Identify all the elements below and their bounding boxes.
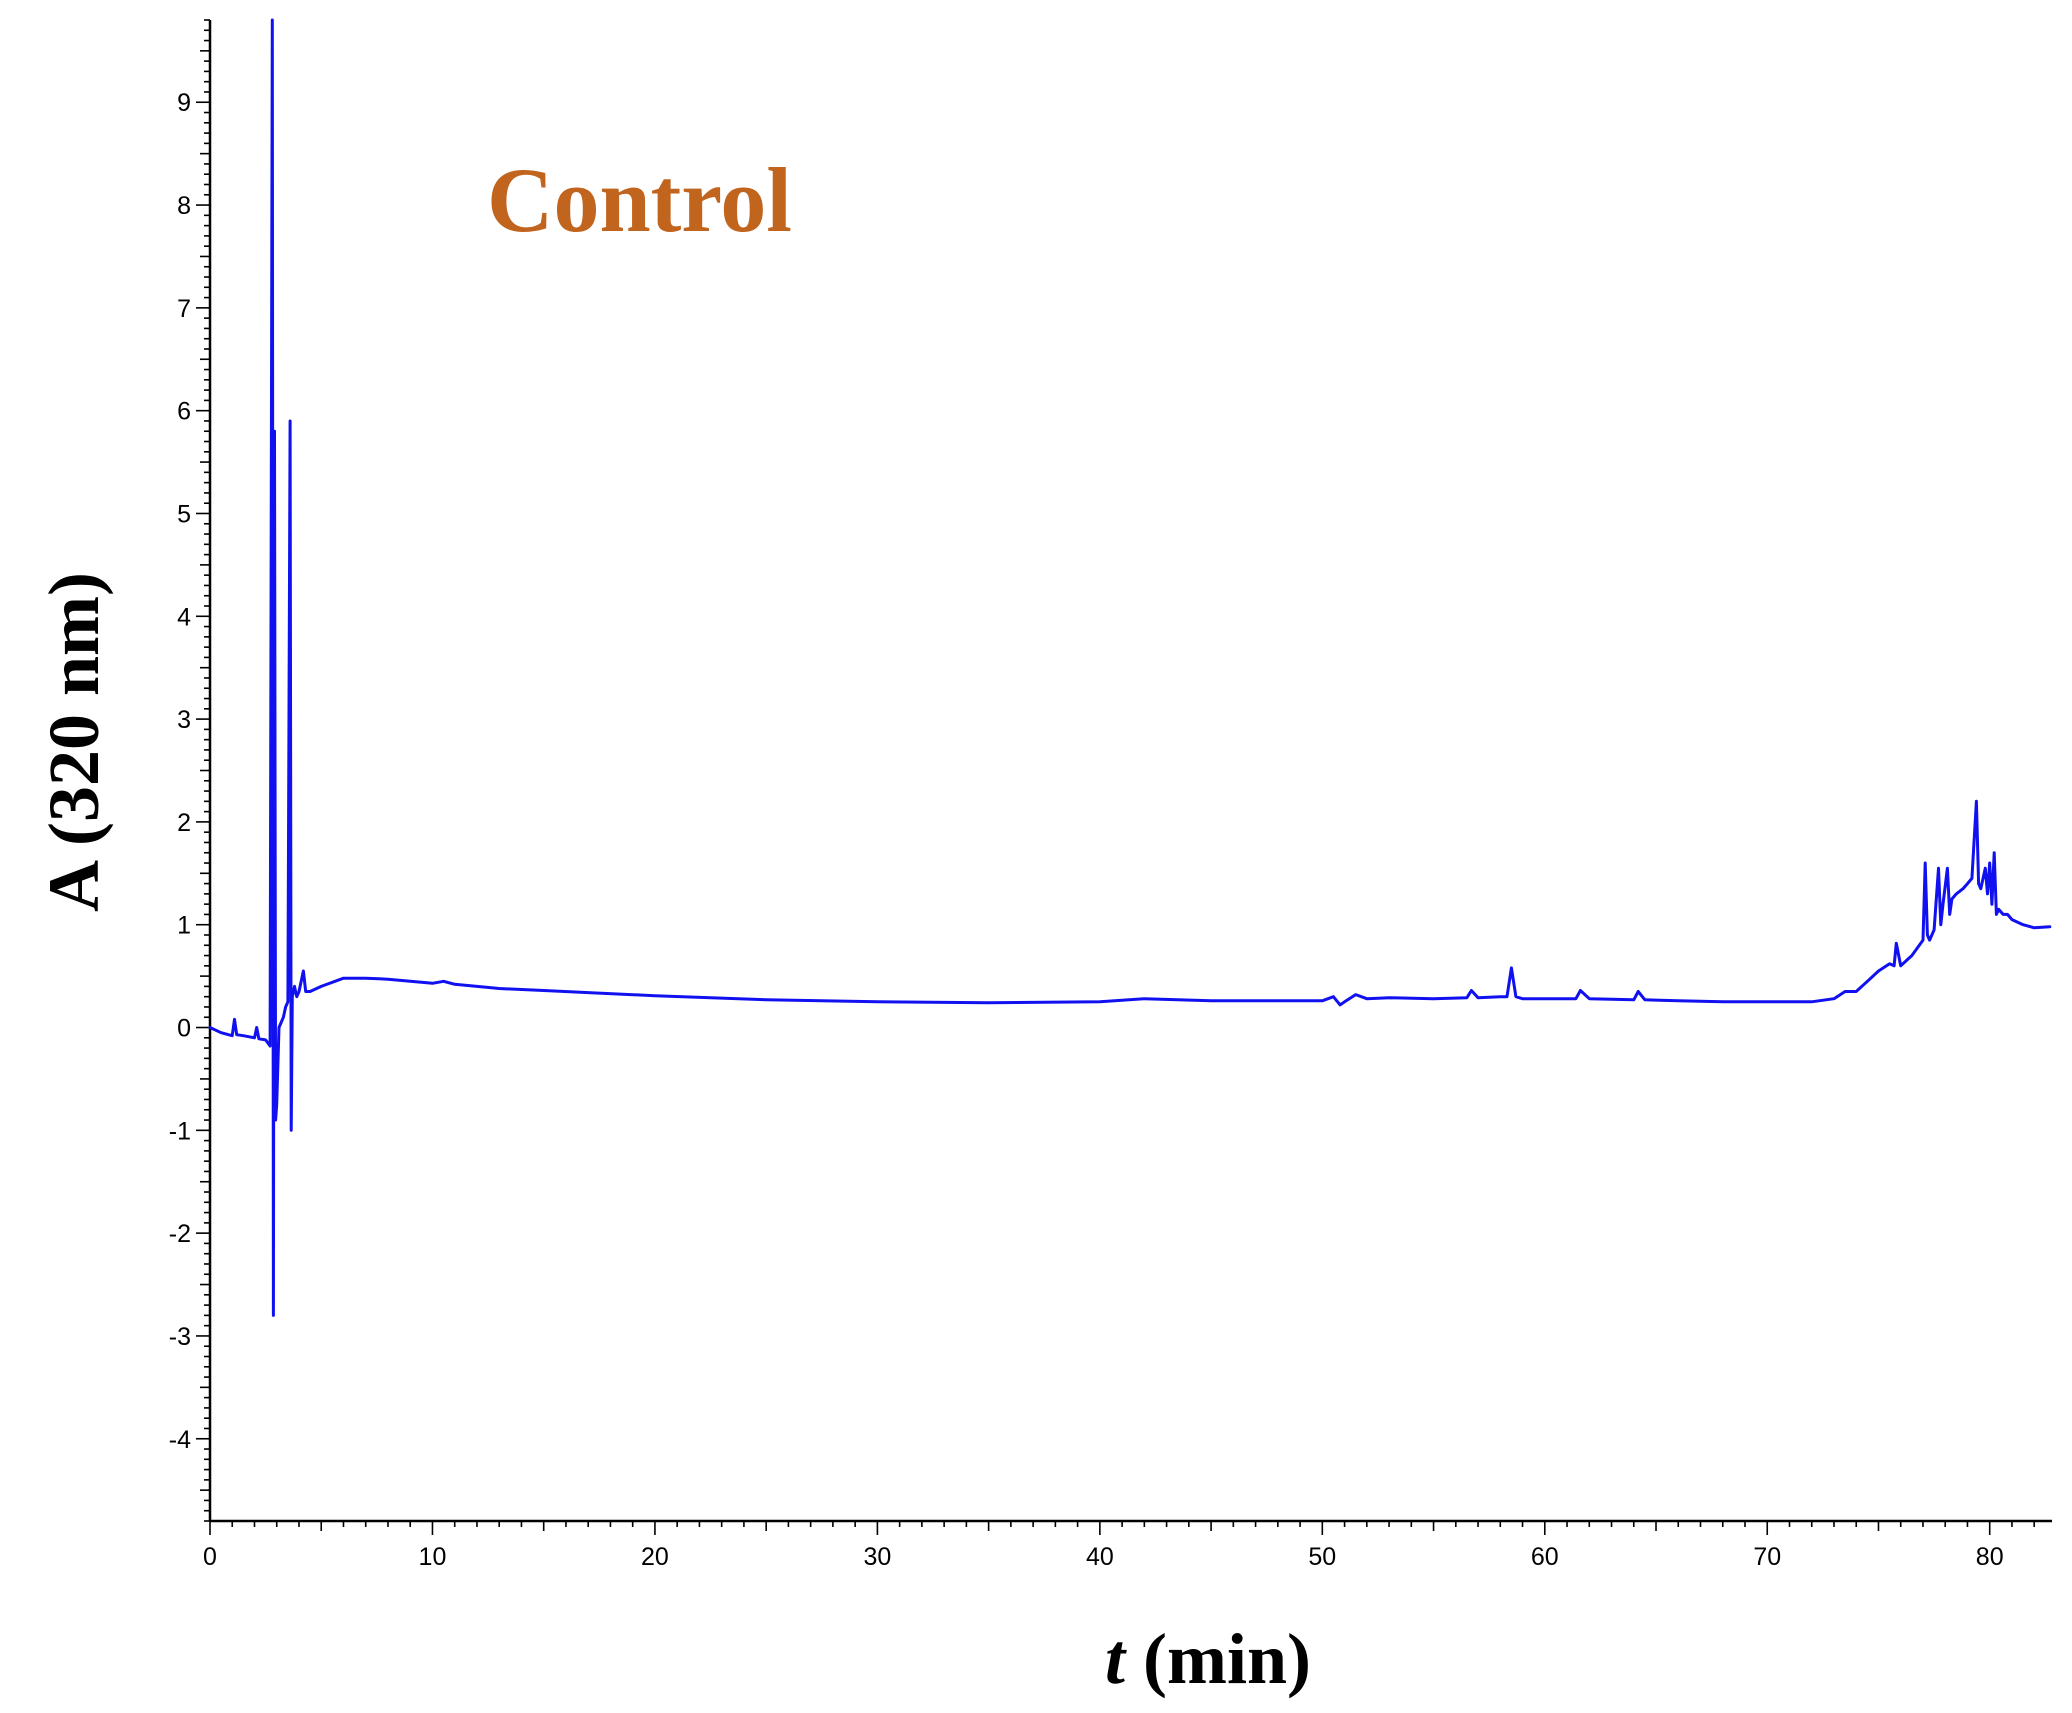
y-tick-label: 6 xyxy=(177,398,191,426)
x-tick-label: 50 xyxy=(1308,1543,1336,1571)
x-tick-label: 20 xyxy=(641,1543,669,1571)
y-tick-label: -1 xyxy=(169,1117,191,1145)
series-line xyxy=(208,18,2052,1317)
y-tick-label: 9 xyxy=(177,89,191,117)
y-tick-label: 7 xyxy=(177,295,191,323)
y-tick-label: 5 xyxy=(177,500,191,528)
x-axis-title-italic: t xyxy=(1105,1619,1127,1699)
y-axis: -4 -3 -2 -1 0 1 2 3 4 5 6 7 8 9 xyxy=(169,19,212,1522)
y-tick-label: 2 xyxy=(177,809,191,837)
y-axis-title: A (320 nm) xyxy=(34,572,114,912)
x-tick-label: 0 xyxy=(203,1543,217,1571)
x-tick-label: 80 xyxy=(1976,1543,2004,1571)
y-tick-label: 1 xyxy=(177,912,191,940)
y-tick-label: -2 xyxy=(169,1220,191,1248)
y-tick-label: 0 xyxy=(177,1015,191,1043)
x-axis: 0 10 20 30 40 50 60 70 80 xyxy=(203,1519,2052,1571)
x-tick-label: 30 xyxy=(863,1543,891,1571)
y-tick-label: 3 xyxy=(177,706,191,734)
x-axis-title-rest: (min) xyxy=(1143,1619,1311,1699)
x-tick-label: 70 xyxy=(1753,1543,1781,1571)
y-tick-label: -3 xyxy=(169,1323,191,1351)
y-tick-label: 8 xyxy=(177,192,191,220)
y-tick-label: -4 xyxy=(169,1426,191,1454)
control-annotation: Control xyxy=(487,149,792,251)
y-tick-label: 4 xyxy=(177,603,191,631)
x-tick-label: 60 xyxy=(1531,1543,1559,1571)
x-axis-title: t (min) xyxy=(1105,1619,1311,1699)
x-tick-label: 10 xyxy=(419,1543,447,1571)
x-tick-label: 40 xyxy=(1086,1543,1114,1571)
series-group xyxy=(208,18,2052,1317)
